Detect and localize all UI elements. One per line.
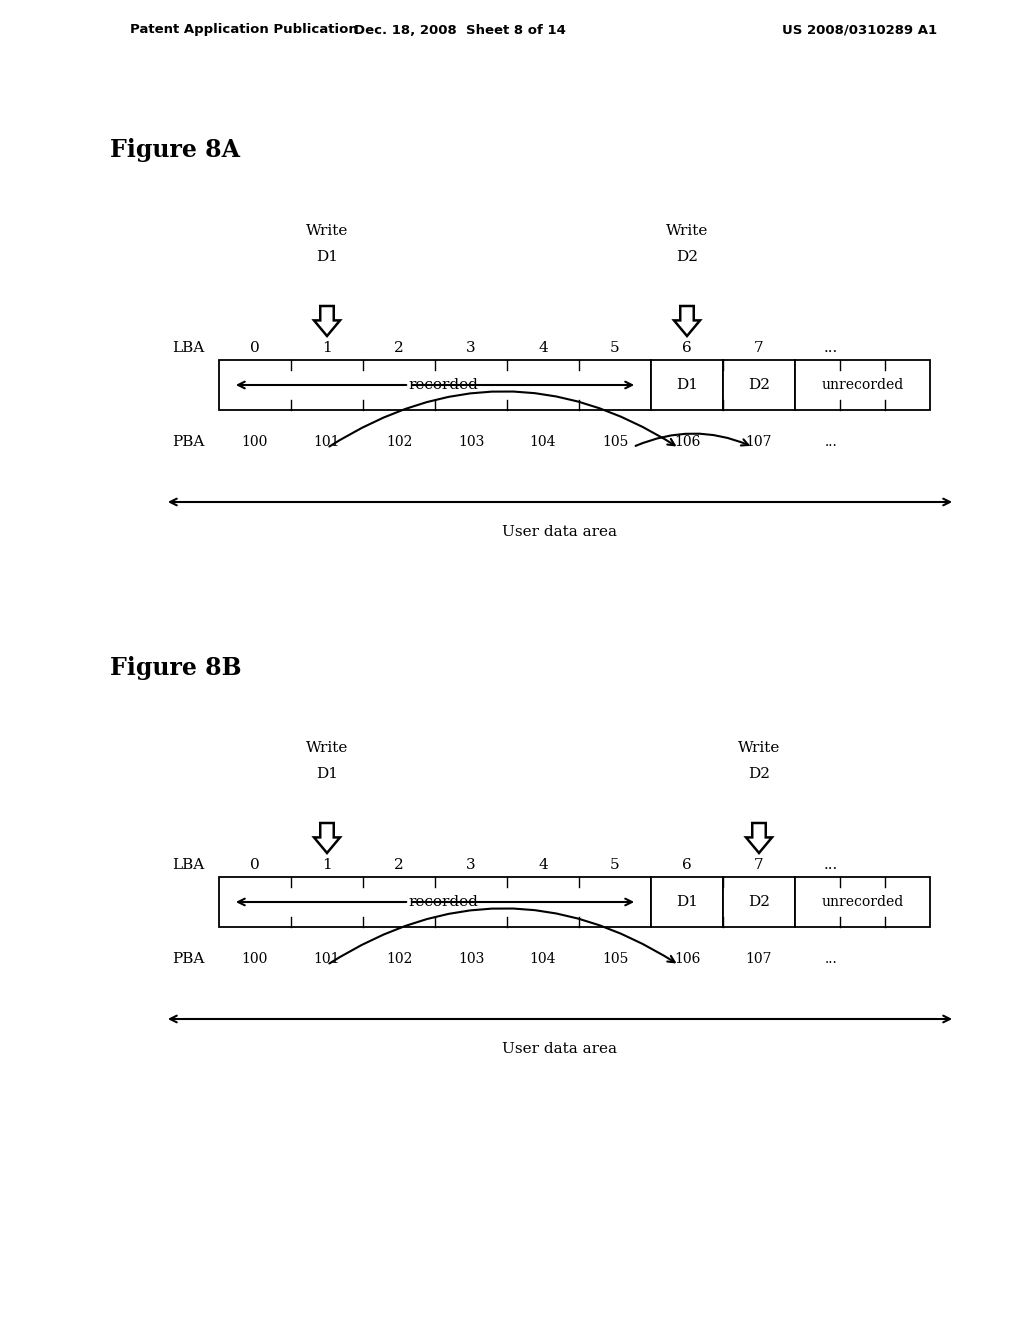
Text: unrecorded: unrecorded — [821, 895, 903, 909]
Bar — [651, 360, 723, 411]
Text: 5: 5 — [610, 858, 620, 873]
Text: Figure 8A: Figure 8A — [110, 139, 240, 162]
Text: D1: D1 — [316, 767, 338, 781]
Text: 101: 101 — [313, 436, 340, 449]
Text: D2: D2 — [748, 378, 770, 392]
Text: ...: ... — [824, 952, 838, 966]
Text: 2: 2 — [394, 341, 403, 355]
Text: ...: ... — [824, 341, 838, 355]
Text: 4: 4 — [539, 341, 548, 355]
Text: User data area: User data area — [503, 1041, 617, 1056]
Text: 103: 103 — [458, 436, 484, 449]
Text: Write: Write — [306, 741, 348, 755]
Text: PBA: PBA — [172, 952, 205, 966]
Text: 104: 104 — [529, 952, 556, 966]
Text: 100: 100 — [242, 436, 268, 449]
Text: 1: 1 — [323, 858, 332, 873]
Text: 3: 3 — [466, 341, 476, 355]
Text: 102: 102 — [386, 436, 413, 449]
Text: unrecorded: unrecorded — [821, 378, 903, 392]
Text: 0: 0 — [250, 341, 260, 355]
Text: LBA: LBA — [172, 858, 204, 873]
Text: 0: 0 — [250, 858, 260, 873]
Text: PBA: PBA — [172, 436, 205, 449]
Text: 104: 104 — [529, 436, 556, 449]
Text: D1: D1 — [676, 895, 698, 909]
Text: 106: 106 — [674, 952, 700, 966]
Text: D1: D1 — [316, 249, 338, 264]
Text: ...: ... — [824, 858, 838, 873]
Polygon shape — [314, 306, 340, 337]
Text: LBA: LBA — [172, 341, 204, 355]
Text: 107: 107 — [745, 436, 772, 449]
Text: 7: 7 — [755, 341, 764, 355]
Text: Figure 8B: Figure 8B — [110, 656, 242, 680]
Text: Patent Application Publication: Patent Application Publication — [130, 24, 357, 37]
Bar — [723, 360, 795, 411]
Text: User data area: User data area — [503, 525, 617, 539]
Text: 101: 101 — [313, 952, 340, 966]
Text: 1: 1 — [323, 341, 332, 355]
Text: 105: 105 — [602, 952, 628, 966]
Text: recorded: recorded — [408, 378, 478, 392]
Text: 103: 103 — [458, 952, 484, 966]
Bar — [795, 360, 930, 411]
Text: recorded: recorded — [408, 895, 478, 909]
Text: D2: D2 — [748, 767, 770, 781]
Text: 106: 106 — [674, 436, 700, 449]
Text: 102: 102 — [386, 952, 413, 966]
Bar — [723, 876, 795, 927]
Text: 2: 2 — [394, 858, 403, 873]
Text: ...: ... — [824, 436, 838, 449]
Text: 3: 3 — [466, 858, 476, 873]
Text: 6: 6 — [682, 341, 692, 355]
Text: 4: 4 — [539, 858, 548, 873]
Text: Write: Write — [306, 224, 348, 238]
Bar — [651, 876, 723, 927]
Polygon shape — [674, 306, 700, 337]
Polygon shape — [314, 822, 340, 853]
Text: 7: 7 — [755, 858, 764, 873]
Text: 105: 105 — [602, 436, 628, 449]
Text: US 2008/0310289 A1: US 2008/0310289 A1 — [782, 24, 938, 37]
Text: Write: Write — [666, 224, 709, 238]
Bar — [219, 876, 651, 927]
Text: 6: 6 — [682, 858, 692, 873]
Text: Write: Write — [738, 741, 780, 755]
Text: 100: 100 — [242, 952, 268, 966]
Bar — [795, 876, 930, 927]
Text: Dec. 18, 2008  Sheet 8 of 14: Dec. 18, 2008 Sheet 8 of 14 — [354, 24, 566, 37]
Text: D2: D2 — [748, 895, 770, 909]
Bar — [219, 360, 651, 411]
Text: D2: D2 — [676, 249, 698, 264]
Text: D1: D1 — [676, 378, 698, 392]
Text: 5: 5 — [610, 341, 620, 355]
Polygon shape — [746, 822, 772, 853]
Text: 107: 107 — [745, 952, 772, 966]
